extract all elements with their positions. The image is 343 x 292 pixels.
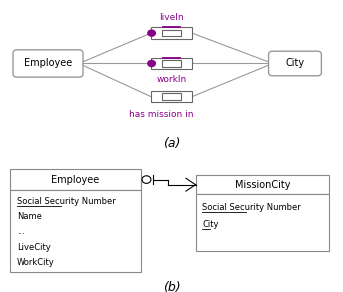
FancyBboxPatch shape (13, 50, 83, 77)
Bar (10, 190, 141, 272)
Bar (162, 30, 181, 36)
Text: MissionCity: MissionCity (235, 180, 290, 190)
Text: Employee: Employee (24, 58, 72, 69)
Text: workIn: workIn (156, 75, 187, 84)
Bar (196, 175, 329, 194)
Text: City: City (285, 58, 305, 69)
Bar (162, 93, 181, 100)
Text: ...: ... (17, 227, 25, 237)
Circle shape (148, 30, 155, 36)
Bar (10, 169, 141, 190)
Text: Social Security Number: Social Security Number (202, 203, 301, 212)
Circle shape (148, 60, 155, 67)
Text: City: City (202, 220, 219, 229)
Circle shape (142, 176, 151, 183)
Text: LiveCity: LiveCity (17, 243, 51, 252)
FancyBboxPatch shape (269, 51, 321, 76)
Bar (151, 58, 192, 69)
Text: has mission in: has mission in (129, 110, 193, 119)
Bar (196, 194, 329, 251)
Bar (151, 91, 192, 102)
Text: WorkCity: WorkCity (17, 258, 55, 267)
Text: liveIn: liveIn (159, 13, 184, 22)
Text: Employee: Employee (51, 175, 99, 185)
Text: Social Security Number: Social Security Number (17, 197, 116, 206)
Text: (b): (b) (163, 281, 180, 292)
Bar (151, 27, 192, 39)
Text: (a): (a) (163, 137, 180, 150)
Bar (162, 60, 181, 67)
Text: Name: Name (17, 212, 42, 221)
